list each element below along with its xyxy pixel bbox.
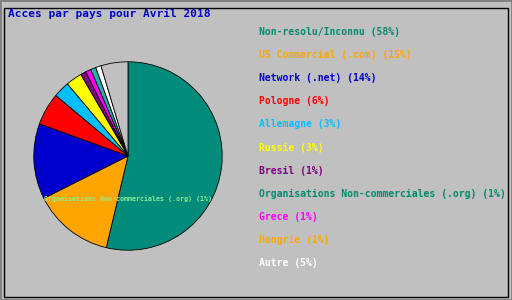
Text: Organisations Non-commerciales (.org) (1%): Organisations Non-commerciales (.org) (1… xyxy=(44,195,212,202)
Wedge shape xyxy=(81,72,128,156)
Wedge shape xyxy=(91,68,128,156)
Wedge shape xyxy=(101,62,128,156)
Text: Organisations Non-commerciales (.org) (1%): Organisations Non-commerciales (.org) (1… xyxy=(259,189,505,199)
Text: Hongrie (1%): Hongrie (1%) xyxy=(259,235,329,245)
Text: Allemagne (3%): Allemagne (3%) xyxy=(259,119,341,129)
Wedge shape xyxy=(96,66,128,156)
Wedge shape xyxy=(34,124,128,198)
Wedge shape xyxy=(56,84,128,156)
Text: Non-resolu/Inconnu (58%): Non-resolu/Inconnu (58%) xyxy=(259,27,399,37)
Text: Acces par pays pour Avril 2018: Acces par pays pour Avril 2018 xyxy=(8,9,210,19)
Text: Pologne (6%): Pologne (6%) xyxy=(259,96,329,106)
Wedge shape xyxy=(86,70,128,156)
Text: Bresil (1%): Bresil (1%) xyxy=(259,166,323,176)
Text: Autre (5%): Autre (5%) xyxy=(259,258,317,268)
Text: Russie (3%): Russie (3%) xyxy=(259,142,323,152)
Wedge shape xyxy=(68,74,128,156)
Text: US Commercial (.com) (15%): US Commercial (.com) (15%) xyxy=(259,50,411,60)
Wedge shape xyxy=(106,62,222,250)
Wedge shape xyxy=(44,156,128,248)
Text: Network (.net) (14%): Network (.net) (14%) xyxy=(259,73,376,83)
Text: Grece (1%): Grece (1%) xyxy=(259,212,317,222)
Wedge shape xyxy=(39,95,128,156)
